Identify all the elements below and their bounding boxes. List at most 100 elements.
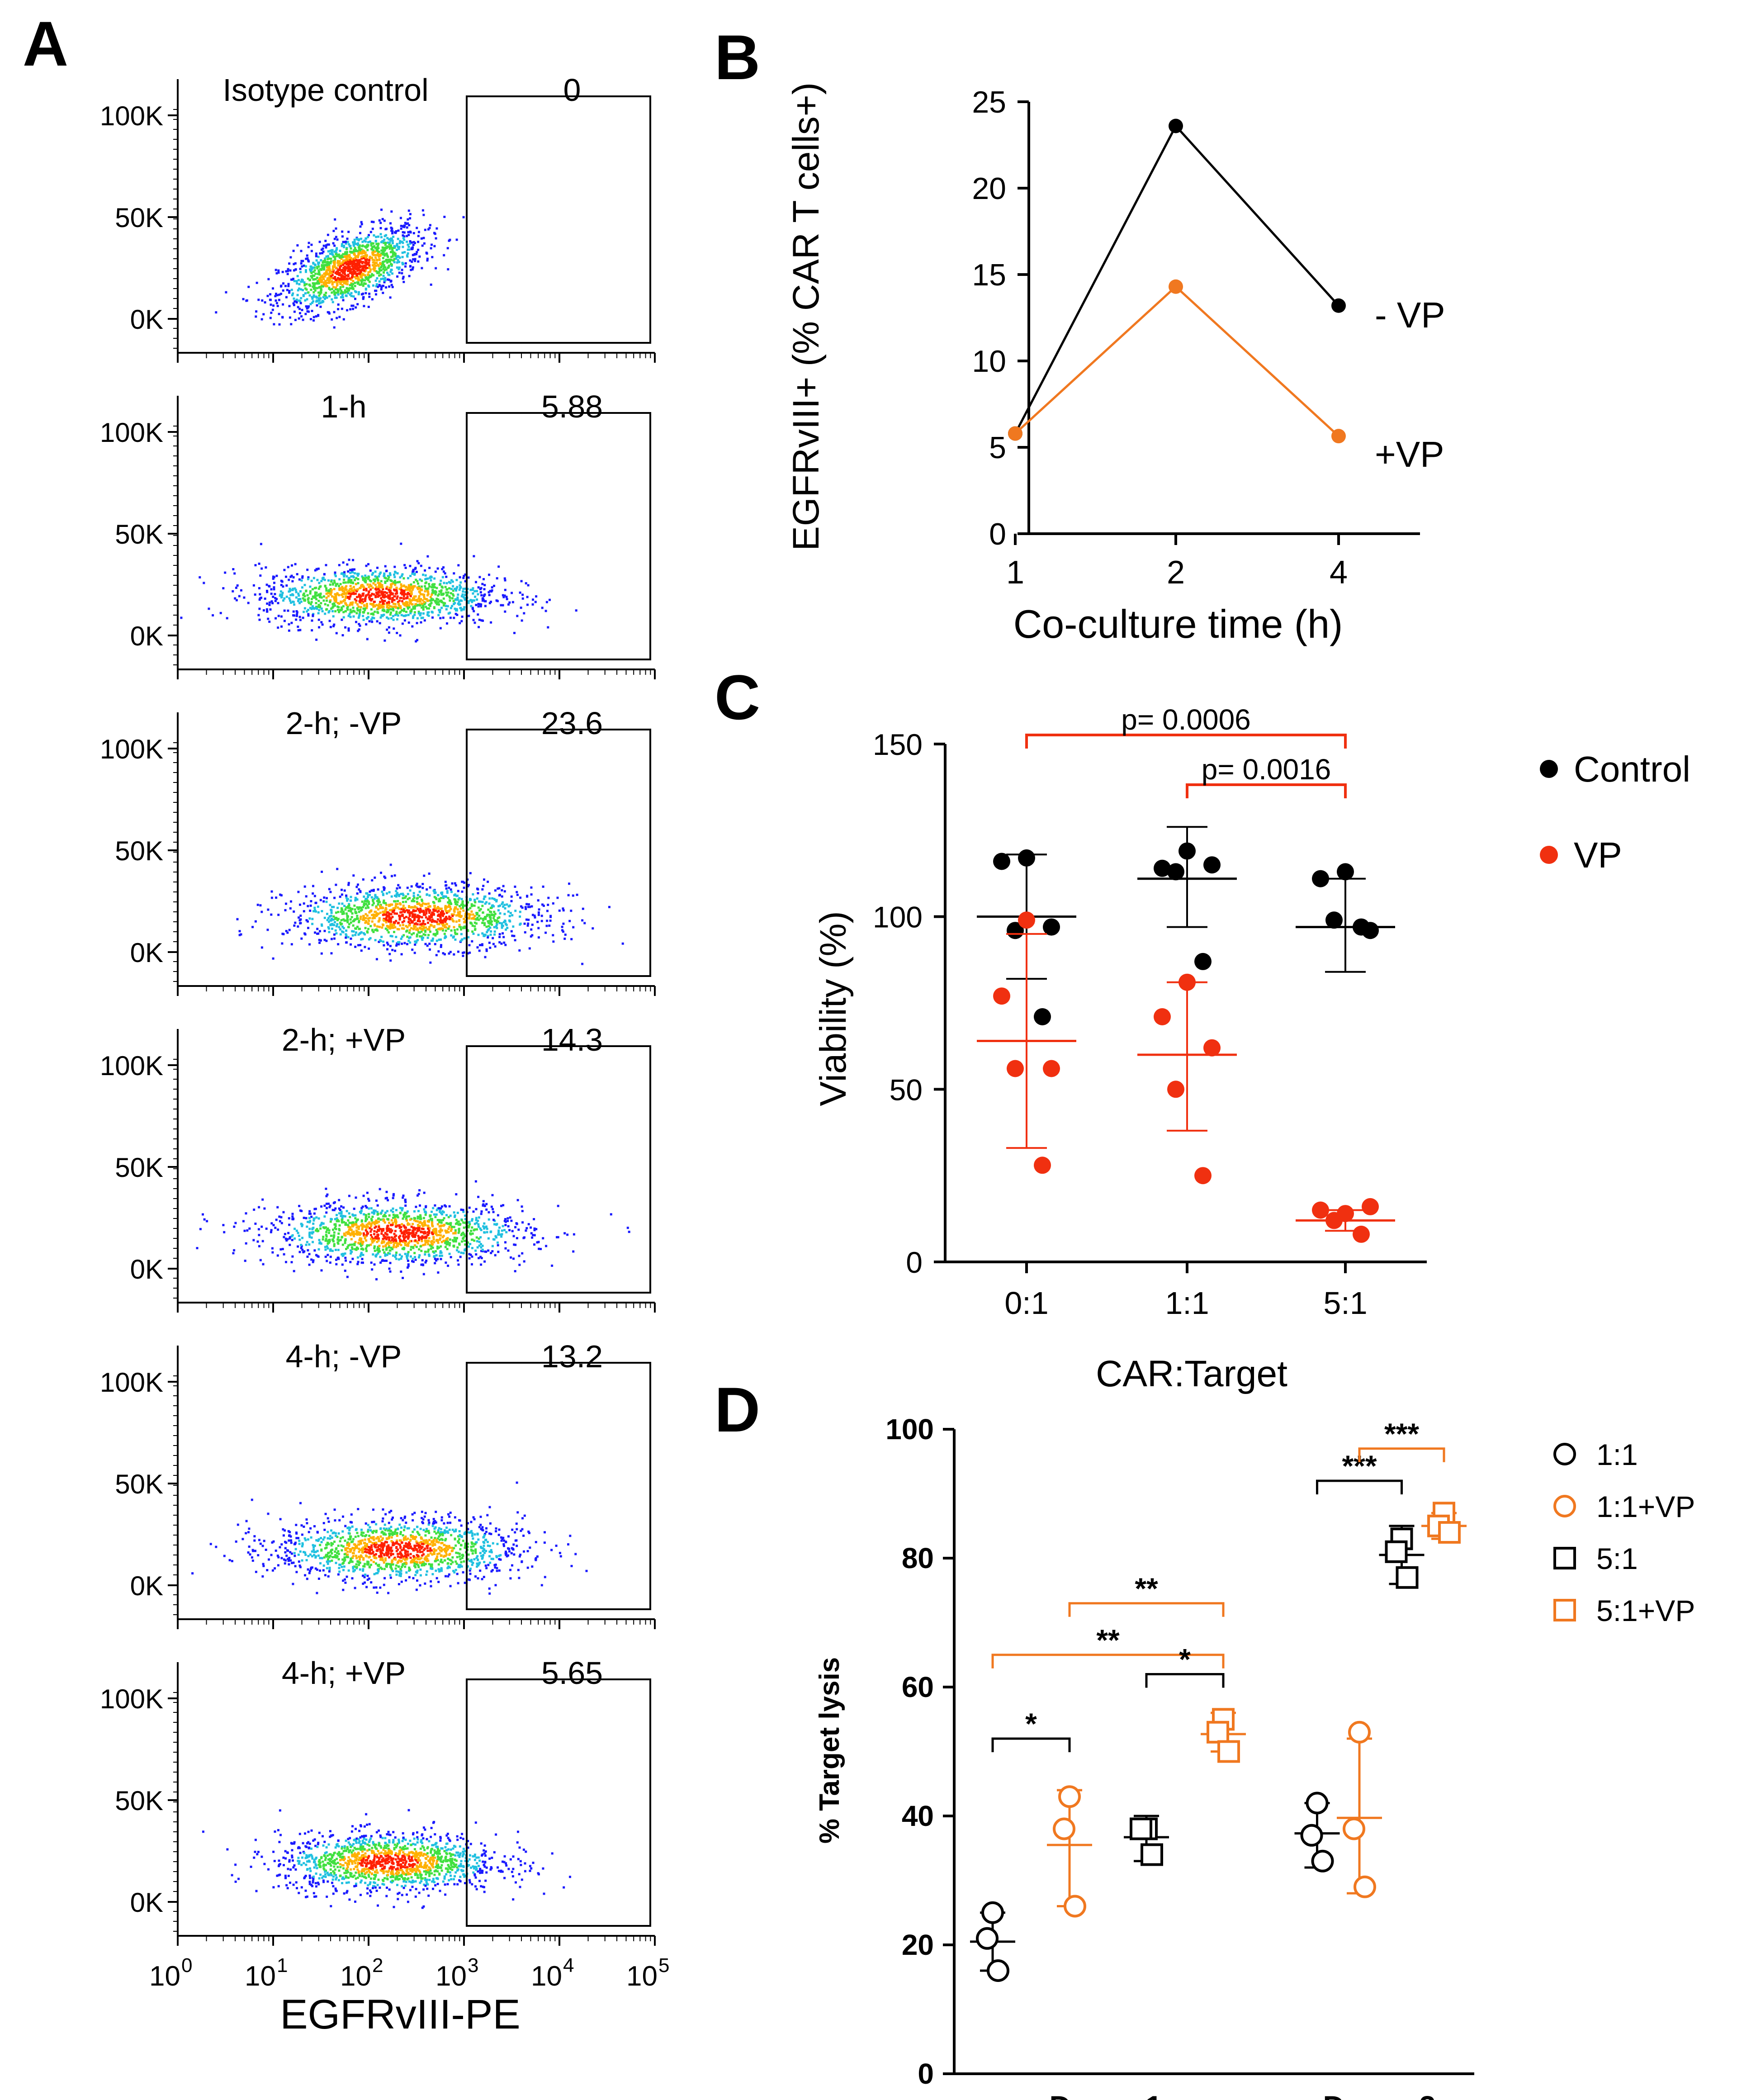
flow-dot <box>319 252 322 255</box>
flow-dot <box>407 209 410 212</box>
flow-dot <box>460 903 463 906</box>
flow-dot <box>333 237 336 240</box>
flow-dot <box>376 578 379 581</box>
flow-dot <box>514 886 516 888</box>
flow-dot <box>358 244 361 247</box>
flow-dot <box>320 602 322 605</box>
flow-dot <box>391 242 394 245</box>
flow-dot <box>434 593 437 596</box>
flow-dot <box>393 576 396 578</box>
flow-dot <box>307 576 310 579</box>
flow-dot <box>357 293 360 295</box>
flow-dot <box>350 261 353 263</box>
flow-dot <box>402 242 404 244</box>
flow-dot <box>361 1240 364 1243</box>
flow-dot <box>268 604 271 606</box>
flow-dot <box>272 575 275 578</box>
flow-dot <box>393 588 396 591</box>
flow-dot <box>534 601 537 603</box>
flow-dot <box>389 574 392 576</box>
flow-dot <box>365 903 368 905</box>
flow-dot <box>212 614 214 616</box>
flow-dot <box>382 919 385 921</box>
flow-dot <box>451 915 454 917</box>
flow-dot <box>358 595 360 598</box>
flow-dot <box>402 231 404 233</box>
flow-dot <box>436 907 439 910</box>
flow-dot <box>481 888 484 891</box>
flow-dot <box>359 917 362 920</box>
flow-dot <box>384 565 387 568</box>
flow-dot <box>383 1214 386 1216</box>
flow-dot <box>300 579 303 582</box>
flow-dot <box>388 631 390 634</box>
flow-dot <box>308 917 311 920</box>
flow-dot <box>325 587 328 590</box>
flow-dot <box>381 592 383 595</box>
flow-dot <box>287 1232 290 1234</box>
flow-dot <box>311 297 314 300</box>
flow-dot <box>360 223 363 226</box>
flow-dot <box>352 308 354 310</box>
flow-dot <box>445 605 447 607</box>
flow-dot <box>476 598 478 601</box>
flow-dot <box>340 296 342 299</box>
flow-dot <box>356 259 359 262</box>
flow-dot <box>505 923 507 925</box>
flow-dot <box>327 269 330 271</box>
flow-dot <box>492 917 495 920</box>
flow-dot <box>377 612 379 614</box>
flow-dot <box>307 613 310 616</box>
flow-dot <box>335 583 337 586</box>
flow-dot <box>480 1246 483 1249</box>
flow-dot <box>443 924 446 927</box>
flow-dot <box>426 893 428 896</box>
flow-dot <box>380 590 383 593</box>
flow-dot <box>288 262 291 265</box>
flow-dot <box>352 304 355 307</box>
flow-dot <box>497 887 499 890</box>
flow-dot <box>483 1227 486 1230</box>
flow-dot <box>455 238 458 241</box>
flow-dot <box>388 602 390 605</box>
flow-dot <box>412 1261 415 1263</box>
flow-dot <box>471 930 474 933</box>
flow-dot <box>354 579 356 581</box>
flow-dot <box>312 910 315 913</box>
flow-dot <box>523 922 526 925</box>
flow-dot <box>304 292 307 295</box>
flow-dot <box>274 597 277 599</box>
flow-dot <box>399 902 402 905</box>
flow-dot <box>377 285 379 288</box>
flow-dot <box>383 219 386 222</box>
flow-dot <box>348 243 350 246</box>
flow-dot <box>317 269 320 272</box>
flow-dot <box>387 578 389 581</box>
flow-dot <box>488 921 490 924</box>
flow-dot <box>372 889 375 892</box>
flow-dot <box>378 925 381 928</box>
flow-dot <box>440 897 442 899</box>
flow-dot <box>295 301 298 303</box>
flow-dot <box>376 900 379 902</box>
flow-dot <box>507 603 510 606</box>
flow-dot <box>332 605 335 608</box>
flow-dot <box>331 283 334 286</box>
flow-dot <box>337 277 340 280</box>
flow-dot <box>354 572 356 574</box>
flow-dot <box>383 260 386 263</box>
flow-dot <box>351 589 354 592</box>
flow-dot <box>421 593 424 596</box>
flow-dot <box>454 906 456 909</box>
flow-dot <box>361 593 364 595</box>
flow-dot <box>335 286 337 289</box>
flow-dot <box>381 218 384 220</box>
flow-dot <box>459 581 462 584</box>
flow-dot <box>556 896 559 899</box>
flow-dot <box>258 618 261 621</box>
flow-dot <box>394 593 397 595</box>
flow-dot <box>361 244 364 247</box>
flow-dot <box>301 308 303 311</box>
flow-dot <box>412 606 415 608</box>
flow-dot <box>238 934 241 936</box>
